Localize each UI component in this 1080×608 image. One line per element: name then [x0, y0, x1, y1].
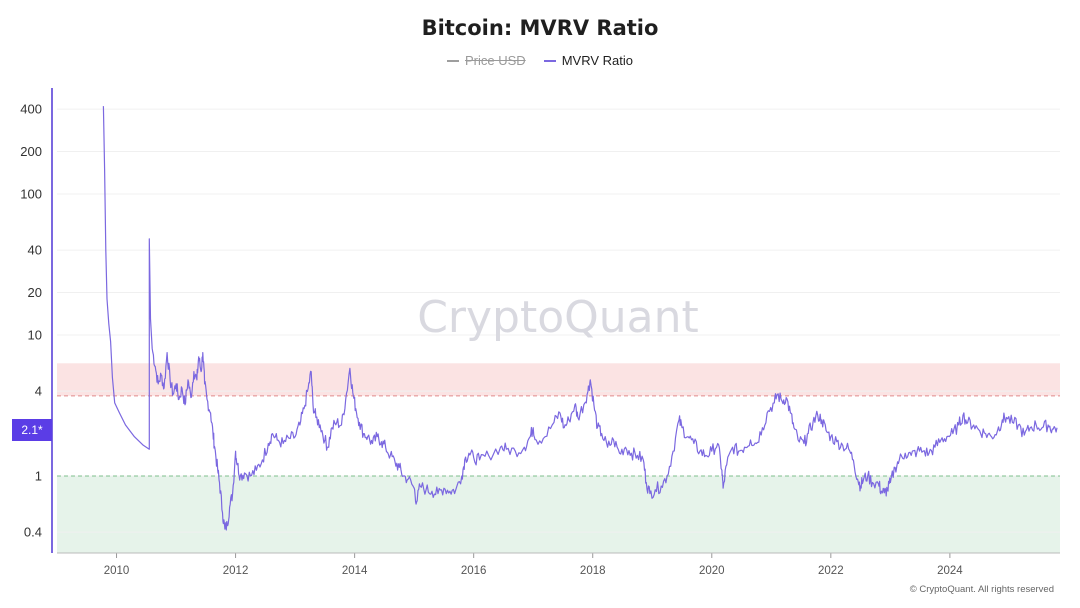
chart-title: Bitcoin: MVRV Ratio [421, 16, 659, 40]
y-tick-label: 200 [20, 144, 42, 159]
x-tick-label: 2010 [104, 565, 130, 577]
legend-swatch-price-usd [447, 59, 459, 62]
y-tick-label: 400 [20, 102, 42, 117]
x-tick-label: 2022 [818, 565, 844, 577]
watermark: CryptoQuant [417, 292, 699, 343]
grid-lines [57, 108, 1060, 533]
y-tick-label: 100 [20, 187, 42, 202]
y-tick-label: 40 [28, 243, 42, 258]
y-tick-label: 0.4 [24, 525, 42, 540]
legend-label-price-usd: Price USD [465, 53, 526, 68]
zone-bands [57, 363, 1060, 553]
current-value-badge: 2.1* [12, 419, 52, 441]
x-tick-label: 2014 [342, 565, 368, 577]
series-line-mvrv-ratio [102, 106, 1058, 531]
band-overvalued [57, 363, 1060, 396]
threshold-lines [57, 395, 1060, 477]
legend-label-mvrv-ratio: MVRV Ratio [561, 53, 633, 68]
x-tick-label: 2018 [580, 565, 606, 577]
chart-legend: Price USD MVRV Ratio [0, 53, 1080, 68]
x-tick-label: 2020 [699, 565, 725, 577]
x-tick-label: 2016 [461, 565, 487, 577]
legend-item-price-usd[interactable]: Price USD [447, 53, 526, 68]
legend-swatch-mvrv-ratio [543, 59, 556, 62]
y-tick-label: 10 [28, 328, 42, 343]
y-tick-label: 1 [35, 469, 42, 484]
y-tick-label: 4 [35, 384, 42, 399]
y-tick-label: 20 [28, 285, 42, 300]
x-tick-label: 2024 [937, 565, 963, 577]
copyright-text: © CryptoQuant. All rights reserved [909, 584, 1054, 595]
band-undervalued [57, 476, 1060, 553]
series-mvrv-ratio [102, 106, 1058, 531]
legend-item-mvrv-ratio[interactable]: MVRV Ratio [543, 53, 633, 68]
x-tick-label: 2012 [223, 565, 249, 577]
y-axis-ticks: 400 200 100 40 20 10 4 1 0.4 [20, 102, 42, 540]
x-axis-ticks: 2010 2012 2014 2016 2018 2020 2022 2024 [104, 553, 963, 577]
